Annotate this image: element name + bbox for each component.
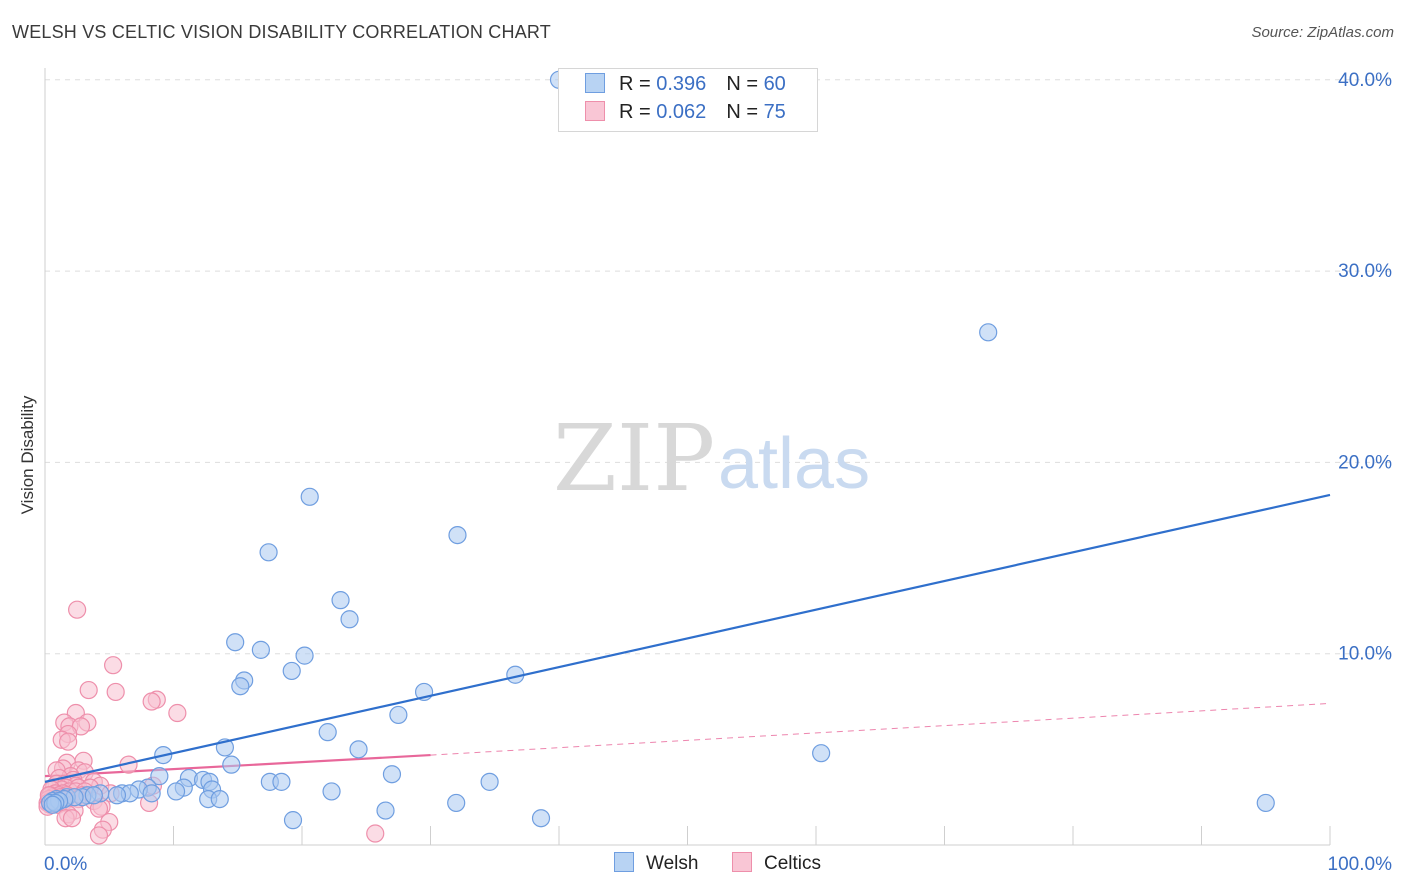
welsh-point — [282, 661, 301, 681]
welsh-point — [107, 786, 127, 805]
celtics-point — [68, 600, 87, 619]
welsh-point — [300, 487, 319, 506]
chart-title: WELSH VS CELTIC VISION DISABILITY CORREL… — [12, 22, 551, 42]
welsh-point — [210, 789, 229, 809]
celtics-point — [59, 732, 78, 751]
welsh-point — [979, 323, 998, 342]
celtics-r-value: 0.062 — [656, 101, 707, 123]
celtics-point — [104, 656, 123, 675]
welsh-point — [480, 772, 499, 791]
welsh-point — [295, 646, 314, 665]
watermark-atlas: atlas — [718, 424, 870, 504]
celtics-point — [142, 692, 161, 711]
stats-legend: R = 0.396 N = 60 R = 0.062 N = 75 — [558, 68, 818, 132]
x-tick-label: 0.0% — [44, 854, 87, 875]
welsh-legend-label: Welsh — [646, 853, 699, 874]
celtics-point — [106, 682, 125, 702]
welsh-point — [382, 765, 402, 784]
legend-row-welsh: R = 0.396 N = 60 — [585, 73, 786, 101]
celtics-point — [89, 826, 109, 845]
welsh-point — [812, 744, 831, 763]
welsh-point — [259, 543, 278, 562]
welsh-point — [340, 610, 359, 629]
celtics-legend-label: Celtics — [764, 853, 822, 874]
welsh-trend-line — [44, 493, 1331, 783]
welsh-legend-swatch — [614, 852, 634, 872]
celtics-legend-swatch — [732, 852, 752, 872]
welsh-point — [389, 705, 408, 725]
welsh-point — [376, 801, 395, 820]
celtics-n-value: 75 — [763, 101, 786, 123]
welsh-point — [166, 782, 186, 801]
welsh-point — [226, 633, 245, 652]
y-tick-label: 10.0% — [1338, 644, 1392, 665]
celtics-point — [366, 824, 385, 843]
legend-row-celtics: R = 0.062 N = 75 — [585, 101, 786, 129]
celtics-point — [79, 680, 98, 700]
y-tick-label: 40.0% — [1338, 70, 1392, 91]
x-tick-label: 100.0% — [1328, 854, 1393, 875]
welsh-point — [531, 809, 551, 828]
welsh-point — [222, 755, 241, 774]
source-label: Source: ZipAtlas.com — [1251, 24, 1394, 41]
welsh-point — [251, 640, 270, 659]
tick-labels: 10.0% 20.0% 30.0% 40.0% 0.0% 100.0% — [44, 70, 1392, 875]
welsh-point — [318, 723, 337, 742]
welsh-point — [43, 795, 62, 814]
bottom-legend-welsh: Welsh — [614, 852, 698, 875]
y-tick-label: 20.0% — [1338, 452, 1392, 473]
welsh-swatch — [585, 73, 605, 93]
celtics-point — [62, 809, 82, 828]
welsh-point — [448, 525, 467, 545]
welsh-trendline — [44, 493, 1331, 783]
welsh-r-label: R = — [619, 73, 657, 95]
welsh-n-label: N = — [726, 73, 764, 95]
celtics-trend-extension — [430, 702, 1331, 756]
celtics-swatch — [585, 101, 605, 121]
celtics-n-label: N = — [726, 101, 764, 123]
welsh-point — [150, 767, 169, 786]
welsh-point — [1256, 793, 1275, 813]
axes — [44, 68, 1331, 846]
welsh-r-value: 0.396 — [656, 73, 707, 95]
welsh-point — [272, 772, 291, 791]
welsh-point — [349, 740, 368, 759]
welsh-point — [283, 811, 303, 830]
celtics-point — [168, 703, 187, 723]
gridlines — [45, 79, 1392, 655]
welsh-point — [84, 786, 103, 805]
welsh-point — [322, 782, 341, 801]
welsh-point — [142, 784, 161, 803]
y-tick-label: 30.0% — [1338, 261, 1392, 282]
welsh-point — [331, 591, 350, 610]
bottom-legend-celtics: Celtics — [732, 852, 821, 875]
welsh-points — [41, 70, 1275, 830]
welsh-point — [231, 677, 250, 696]
watermark-zip: ZIP — [553, 405, 715, 512]
celtics-r-label: R = — [619, 101, 657, 123]
welsh-n-value: 60 — [763, 73, 786, 95]
welsh-point — [447, 793, 466, 813]
